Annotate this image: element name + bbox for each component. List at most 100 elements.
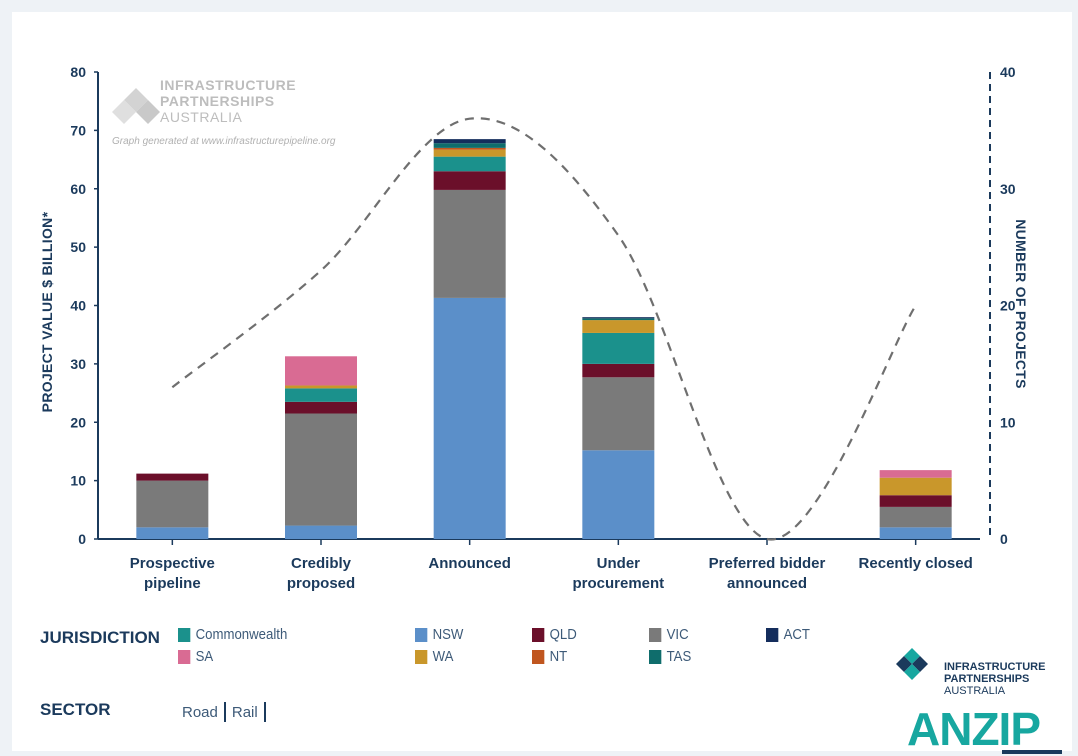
category-label: Recently closed [859, 555, 973, 572]
y2-tick-label: 30 [1000, 181, 1016, 197]
y2-tick-label: 40 [1000, 64, 1016, 80]
legend-item-nsw[interactable]: NSW [415, 626, 463, 643]
y-tick-label: 80 [70, 64, 86, 80]
bar-segment-wa[interactable] [582, 320, 655, 333]
y2-tick-label: 10 [1000, 414, 1016, 430]
projects-line [171, 117, 917, 541]
chart-canvas: INFRASTRUCTURE PARTNERSHIPS AUSTRALIA Gr… [12, 12, 1072, 755]
legend-swatch [649, 649, 662, 664]
bar-segment-wa[interactable] [285, 385, 357, 389]
category-label: Preferred bidder [709, 555, 826, 572]
bar-segment-commonwealth[interactable] [582, 332, 655, 364]
bar-segment-vic[interactable] [879, 506, 952, 528]
category-label: Under [597, 555, 641, 572]
legend-label: Commonwealth [195, 626, 288, 643]
legend-item-tas[interactable]: TAS [649, 648, 691, 665]
watermark-logo-icon [112, 88, 160, 124]
y2-tick-label: 20 [1000, 298, 1016, 314]
legend-item-commonwealth[interactable]: Commonwealth [178, 626, 287, 643]
category-label: Prospective [130, 555, 215, 572]
legend-label: NT [549, 648, 568, 665]
legend-label: NSW [432, 626, 464, 643]
watermark-line-3: AUSTRALIA [160, 109, 242, 125]
legend-item-nt[interactable]: NT [532, 648, 567, 665]
bar-segment-nsw[interactable] [433, 297, 506, 539]
bar-segment-vic[interactable] [582, 377, 655, 451]
watermark-note: Graph generated at www.infrastructurepip… [112, 136, 336, 147]
bar-segment-wa[interactable] [433, 149, 506, 157]
legend-swatch [649, 627, 662, 642]
bar-segment-vic[interactable] [136, 480, 209, 528]
bar-segment-qld[interactable] [136, 473, 209, 481]
watermark-line-2: PARTNERSHIPS [160, 93, 275, 109]
legend-swatch [178, 649, 191, 664]
bar-segment-vic[interactable] [433, 189, 506, 298]
legend-item-vic[interactable]: VIC [649, 626, 689, 643]
bar-segment-tas[interactable] [582, 318, 655, 321]
y2-tick-label: 0 [1000, 531, 1008, 547]
anzip-logo: ANZIP [907, 703, 1041, 755]
category-label: proposed [287, 575, 355, 592]
bar-segment-qld[interactable] [582, 363, 655, 378]
legend-swatch [178, 627, 191, 642]
bar-segment-nsw[interactable] [136, 527, 209, 539]
bar-segment-sa[interactable] [879, 470, 952, 478]
category-label: procurement [572, 575, 664, 592]
legend-label: VIC [666, 626, 689, 643]
bar-segment-qld[interactable] [879, 495, 952, 507]
bar-segment-commonwealth[interactable] [285, 388, 357, 402]
bar-segment-nsw[interactable] [285, 525, 357, 539]
legend-item-wa[interactable]: WA [415, 648, 453, 665]
legend-label: QLD [549, 626, 577, 643]
brand-line-1: INFRASTRUCTURE [944, 661, 1046, 673]
category-label: Credibly [291, 555, 352, 572]
bar-segment-qld[interactable] [285, 401, 357, 414]
legend-item-qld[interactable]: QLD [532, 626, 577, 643]
watermark: INFRASTRUCTURE PARTNERSHIPS AUSTRALIA Gr… [112, 77, 336, 147]
y-tick-label: 50 [70, 239, 86, 255]
legend-label: SA [195, 648, 214, 665]
jurisdiction-title: JURISDICTION [40, 628, 160, 647]
bar-segment-sa[interactable] [285, 356, 357, 386]
legend-item-sa[interactable]: SA [178, 648, 213, 665]
chart-svg: INFRASTRUCTURE PARTNERSHIPS AUSTRALIA Gr… [39, 64, 1029, 592]
bar-segment-vic[interactable] [285, 413, 357, 526]
y-tick-label: 40 [70, 298, 86, 314]
bar-segment-qld[interactable] [433, 171, 506, 190]
bar-segment-nsw[interactable] [879, 527, 952, 539]
category-label: announced [727, 575, 807, 592]
legend-label: WA [432, 648, 454, 665]
bar-segment-commonwealth[interactable] [433, 156, 506, 172]
bar-segment-act[interactable] [433, 139, 506, 144]
y-tick-label: 70 [70, 122, 86, 138]
legend-swatch [766, 627, 779, 642]
bar-segment-act[interactable] [582, 317, 655, 319]
watermark-line-1: INFRASTRUCTURE [160, 77, 296, 93]
projects-line-layer [171, 117, 917, 541]
bar-segment-tas[interactable] [433, 143, 506, 148]
brand-line-3: AUSTRALIA [944, 685, 1006, 697]
sector-rail-button[interactable]: Rail [231, 703, 258, 721]
right-axis: 0 10 20 30 40 [989, 64, 1016, 547]
category-labels: Prospective pipeline Credibly proposed Annou… [130, 555, 973, 592]
legend-item-act[interactable]: ACT [766, 626, 810, 643]
left-axis: 0 10 20 30 40 50 60 70 80 [70, 64, 980, 547]
sector-title: SECTOR [40, 700, 111, 719]
legend-swatch [415, 627, 428, 642]
y-tick-label: 30 [70, 356, 86, 372]
bar-segment-nsw[interactable] [582, 450, 655, 539]
brand-name: INFRASTRUCTURE PARTNERSHIPS AUSTRALIA [944, 661, 1045, 697]
y-axis-title: PROJECT VALUE $ BILLION* [39, 211, 55, 412]
y-tick-label: 20 [70, 414, 86, 430]
bar-segment-nt[interactable] [433, 147, 506, 150]
legend-label: TAS [666, 648, 692, 665]
bar-segment-wa[interactable] [879, 477, 952, 496]
bars-layer [136, 139, 952, 539]
legend-swatch [415, 649, 428, 664]
category-label: pipeline [144, 575, 201, 592]
sector-road-button[interactable]: Road [182, 703, 218, 721]
legend-label: ACT [783, 626, 810, 643]
brand-logo-icon [896, 648, 928, 680]
sector-filter: Road Rail [182, 702, 266, 722]
y-tick-label: 0 [78, 531, 86, 547]
